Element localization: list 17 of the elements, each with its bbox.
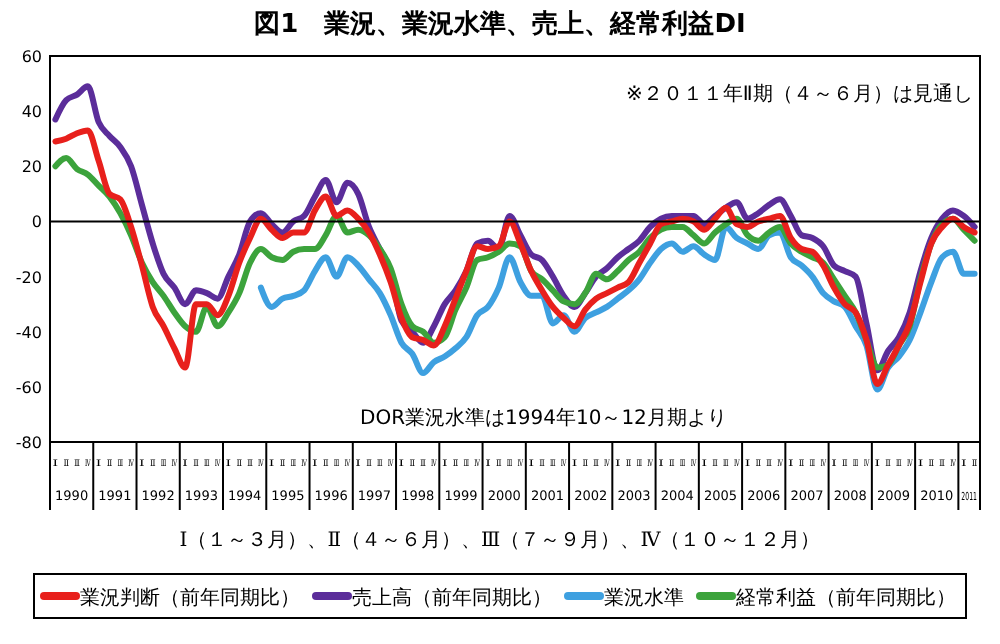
y-tick-label: 0	[31, 213, 42, 232]
legend-label: 経常利益（前年同期比）	[734, 586, 956, 610]
y-tick-label: 60	[21, 48, 42, 66]
line-series	[52, 127, 978, 388]
x-axis-title: Ⅰ（１～３月）、Ⅱ（４～６月）、Ⅲ（７～９月）、Ⅳ（１０～１２月）	[179, 530, 821, 552]
legend-label: 売上高（前年同期比）	[352, 586, 552, 610]
y-tick-label: -40	[15, 323, 42, 342]
y-tick-label: -20	[15, 268, 42, 287]
y-tick-label: -60	[15, 378, 42, 397]
annotation: DOR業況水準は1994年10～12月期より	[360, 406, 727, 430]
legend-label: 業況水準	[604, 586, 684, 610]
y-tick-label: 20	[21, 158, 42, 177]
annotation: ※２０１１年Ⅱ期（４～６月）は見通し	[626, 82, 973, 106]
y-tick-label: -80	[15, 434, 42, 452]
y-tick-label: 40	[21, 103, 42, 122]
chart-title: 図1 業況、業況水準、売上、経常利益DI	[254, 8, 746, 40]
legend-label: 業況判断（前年同期比）	[80, 586, 300, 610]
